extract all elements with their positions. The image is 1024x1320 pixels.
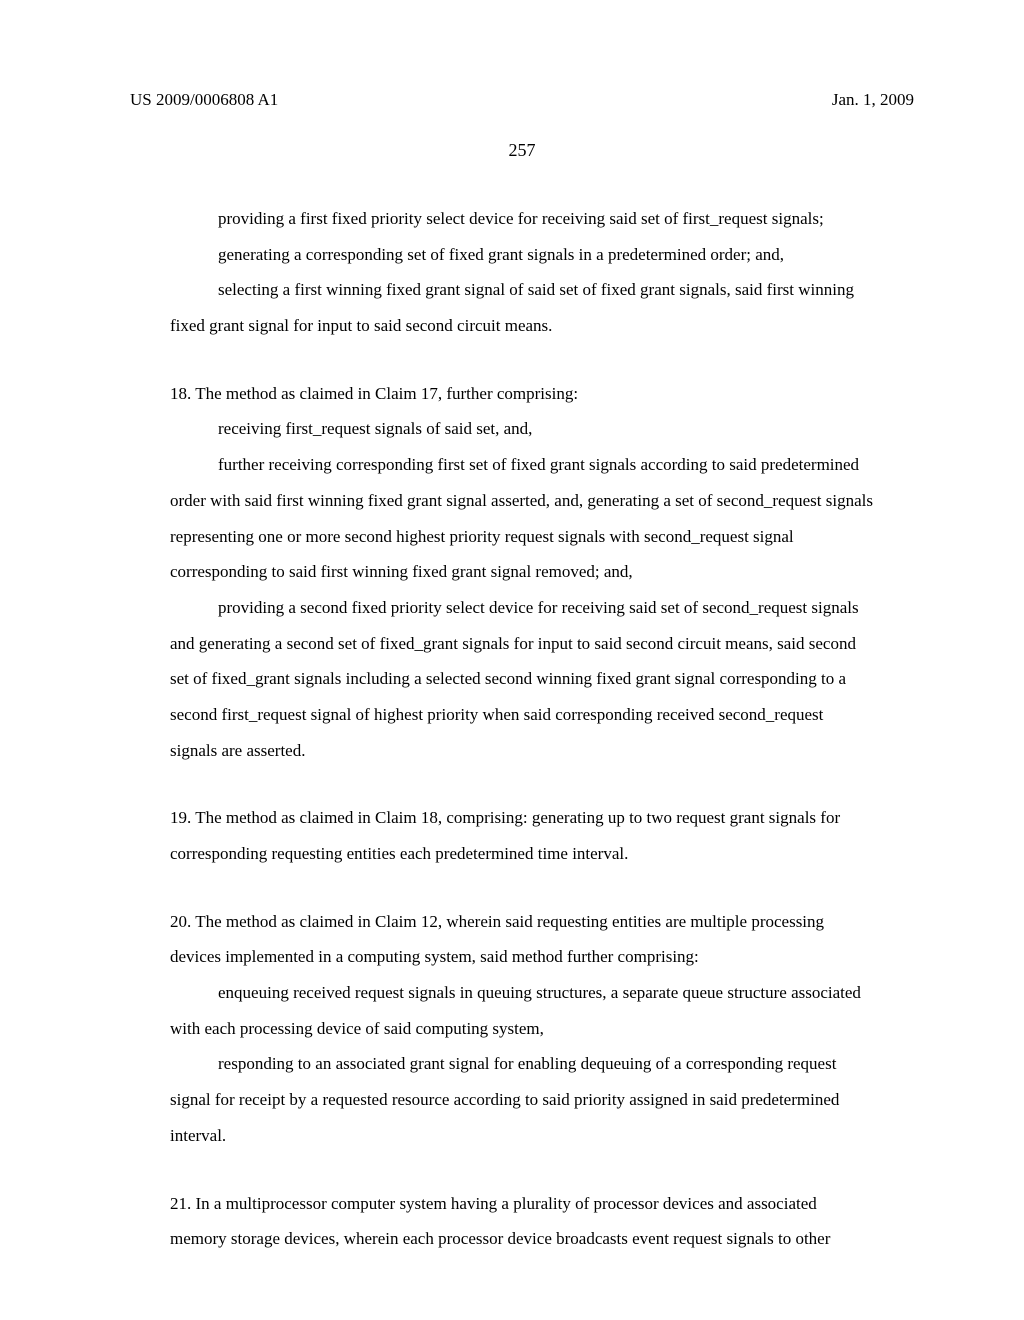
body-text: providing a second fixed priority select… xyxy=(170,590,874,768)
body-text: generating a corresponding set of fixed … xyxy=(170,237,874,273)
claim-lead: 18. The method as claimed in Claim 17, f… xyxy=(170,376,874,412)
page-number: 257 xyxy=(130,140,914,161)
claim-lead: 21. In a multiprocessor computer system … xyxy=(170,1186,874,1257)
body-text: selecting a first winning fixed grant si… xyxy=(170,272,874,343)
claim-lead: 20. The method as claimed in Claim 12, w… xyxy=(170,904,874,975)
page-content: providing a first fixed priority select … xyxy=(130,201,914,1257)
body-text: receiving first_request signals of said … xyxy=(170,411,874,447)
claim-21: 21. In a multiprocessor computer system … xyxy=(170,1186,874,1257)
claim-lead: 19. The method as claimed in Claim 18, c… xyxy=(170,800,874,871)
claim-19: 19. The method as claimed in Claim 18, c… xyxy=(170,800,874,871)
body-text: further receiving corresponding first se… xyxy=(170,447,874,590)
page-header: US 2009/0006808 A1 Jan. 1, 2009 xyxy=(130,90,914,110)
publication-number: US 2009/0006808 A1 xyxy=(130,90,278,110)
claim-20: 20. The method as claimed in Claim 12, w… xyxy=(170,904,874,1154)
body-text: responding to an associated grant signal… xyxy=(170,1046,874,1153)
publication-date: Jan. 1, 2009 xyxy=(832,90,914,110)
patent-page: US 2009/0006808 A1 Jan. 1, 2009 257 prov… xyxy=(0,0,1024,1257)
body-text: enqueuing received request signals in qu… xyxy=(170,975,874,1046)
body-text: providing a first fixed priority select … xyxy=(170,201,874,237)
claim-18: 18. The method as claimed in Claim 17, f… xyxy=(170,376,874,769)
